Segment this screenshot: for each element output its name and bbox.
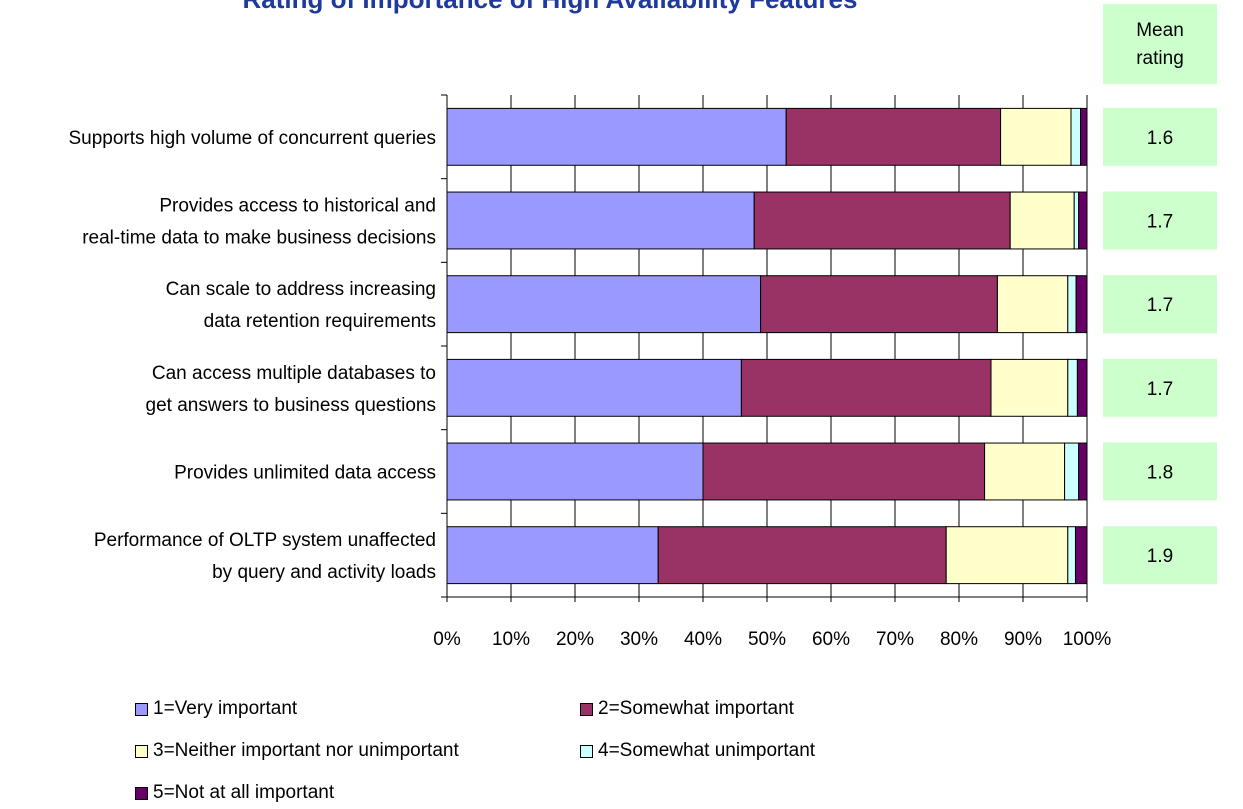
x-tick-label: 50%	[748, 629, 786, 650]
bar-segment-3	[984, 442, 1066, 501]
bar-segment-1	[446, 526, 659, 585]
mean-rating-box	[1103, 442, 1217, 501]
bar-segment-2	[740, 358, 992, 417]
mean-rating-value: 1.8	[1147, 463, 1173, 484]
mean-rating-box	[1103, 358, 1217, 417]
category-label-line: data retention requirements	[204, 311, 436, 332]
x-tick-label: 60%	[812, 629, 850, 650]
bar-segment-4	[1067, 526, 1076, 585]
bar-segment-2	[760, 275, 998, 334]
chart-title: Rating of Importance of High Availabilit…	[0, 0, 1100, 15]
mean-rating-panel: 1.6 1.7 1.7 1.7 1.8 1.9 Mean rating	[1103, 4, 1217, 585]
bar-segment-2	[702, 442, 986, 501]
bar-segment-1	[446, 358, 742, 417]
x-tick-label: 30%	[620, 629, 658, 650]
bar-segment-2	[657, 526, 947, 585]
mean-rating-header-line: Mean	[1136, 20, 1184, 41]
category-label: Performance of OLTP system unaffected by …	[94, 530, 436, 583]
axes	[441, 94, 1088, 602]
x-tick-label: 70%	[876, 629, 914, 650]
x-tick-label: 10%	[492, 629, 530, 650]
bar-segment-1	[446, 275, 762, 334]
mean-rating-header-line: rating	[1136, 48, 1184, 69]
bar-segment-2	[753, 191, 1011, 250]
x-tick-label: 40%	[684, 629, 722, 650]
mean-rating-box	[1103, 275, 1217, 334]
category-label-line: Can access multiple databases to	[152, 363, 436, 384]
gridlines	[510, 95, 1088, 597]
category-label: Provides unlimited data access	[174, 463, 436, 484]
bar-segment-2	[785, 107, 1002, 166]
category-label: Provides access to historical and real-ti…	[82, 196, 436, 249]
bar-segment-5	[1080, 107, 1088, 166]
mean-rating-box	[1103, 107, 1217, 166]
category-label-line: Provides unlimited data access	[174, 463, 436, 484]
bar-segment-5	[1075, 275, 1088, 334]
category-label-line: Can scale to address increasing	[166, 279, 436, 300]
bar-segment-3	[945, 526, 1069, 585]
mean-rating-header-box	[1103, 4, 1217, 84]
category-label-line: Supports high volume of concurrent queri…	[68, 128, 436, 149]
category-label: Supports high volume of concurrent queri…	[68, 128, 436, 149]
bar-segment-5	[1078, 442, 1088, 501]
bar-segment-5	[1078, 191, 1088, 250]
bars	[446, 107, 1088, 585]
x-tick-label: 0%	[433, 629, 461, 650]
bar-segment-1	[446, 442, 704, 501]
mean-rating-value: 1.7	[1147, 379, 1173, 400]
x-tick-labels: 0% 10% 20% 30% 40% 50% 60% 70% 80% 90% 100%	[433, 629, 1111, 650]
bar-segment-1	[446, 191, 755, 250]
bar-segment-3	[1009, 191, 1075, 250]
category-label: Can access multiple databases to get answ…	[146, 363, 436, 416]
mean-rating-box	[1103, 191, 1217, 250]
bar-segment-4	[1070, 107, 1082, 166]
category-label-line: Performance of OLTP system unaffected	[94, 530, 436, 551]
x-tick-label: 20%	[556, 629, 594, 650]
bar-segment-4	[1064, 442, 1080, 501]
category-labels: Supports high volume of concurrent queri…	[68, 128, 436, 583]
bar-segment-4	[1073, 191, 1080, 250]
title-strip: Rating of Importance of High Availabilit…	[0, 0, 1243, 18]
category-label-line: by query and activity loads	[212, 562, 436, 583]
mean-rating-value: 1.6	[1147, 128, 1173, 149]
bar-segment-5	[1076, 358, 1088, 417]
category-label-line: Provides access to historical and	[159, 196, 436, 217]
mean-rating-value: 1.7	[1147, 295, 1173, 316]
mean-rating-value: 1.9	[1147, 546, 1173, 567]
x-tick-label: 90%	[1004, 629, 1042, 650]
bar-segment-5	[1074, 526, 1088, 585]
bar-segment-4	[1067, 358, 1078, 417]
bar-segment-3	[990, 358, 1069, 417]
x-tick-label: 100%	[1063, 629, 1112, 650]
bar-segment-4	[1067, 275, 1077, 334]
category-label-line: get answers to business questions	[146, 395, 436, 416]
mean-rating-header: Mean rating	[1136, 20, 1184, 69]
mean-rating-box	[1103, 526, 1217, 585]
mean-rating-value: 1.7	[1147, 212, 1173, 233]
category-label-line: real-time data to make business decision…	[82, 228, 436, 249]
bar-segment-3	[996, 275, 1069, 334]
bar-segment-3	[1000, 107, 1072, 166]
bar-segment-1	[446, 107, 787, 166]
x-tick-label: 80%	[940, 629, 978, 650]
category-label: Can scale to address increasing data rete…	[166, 279, 436, 332]
